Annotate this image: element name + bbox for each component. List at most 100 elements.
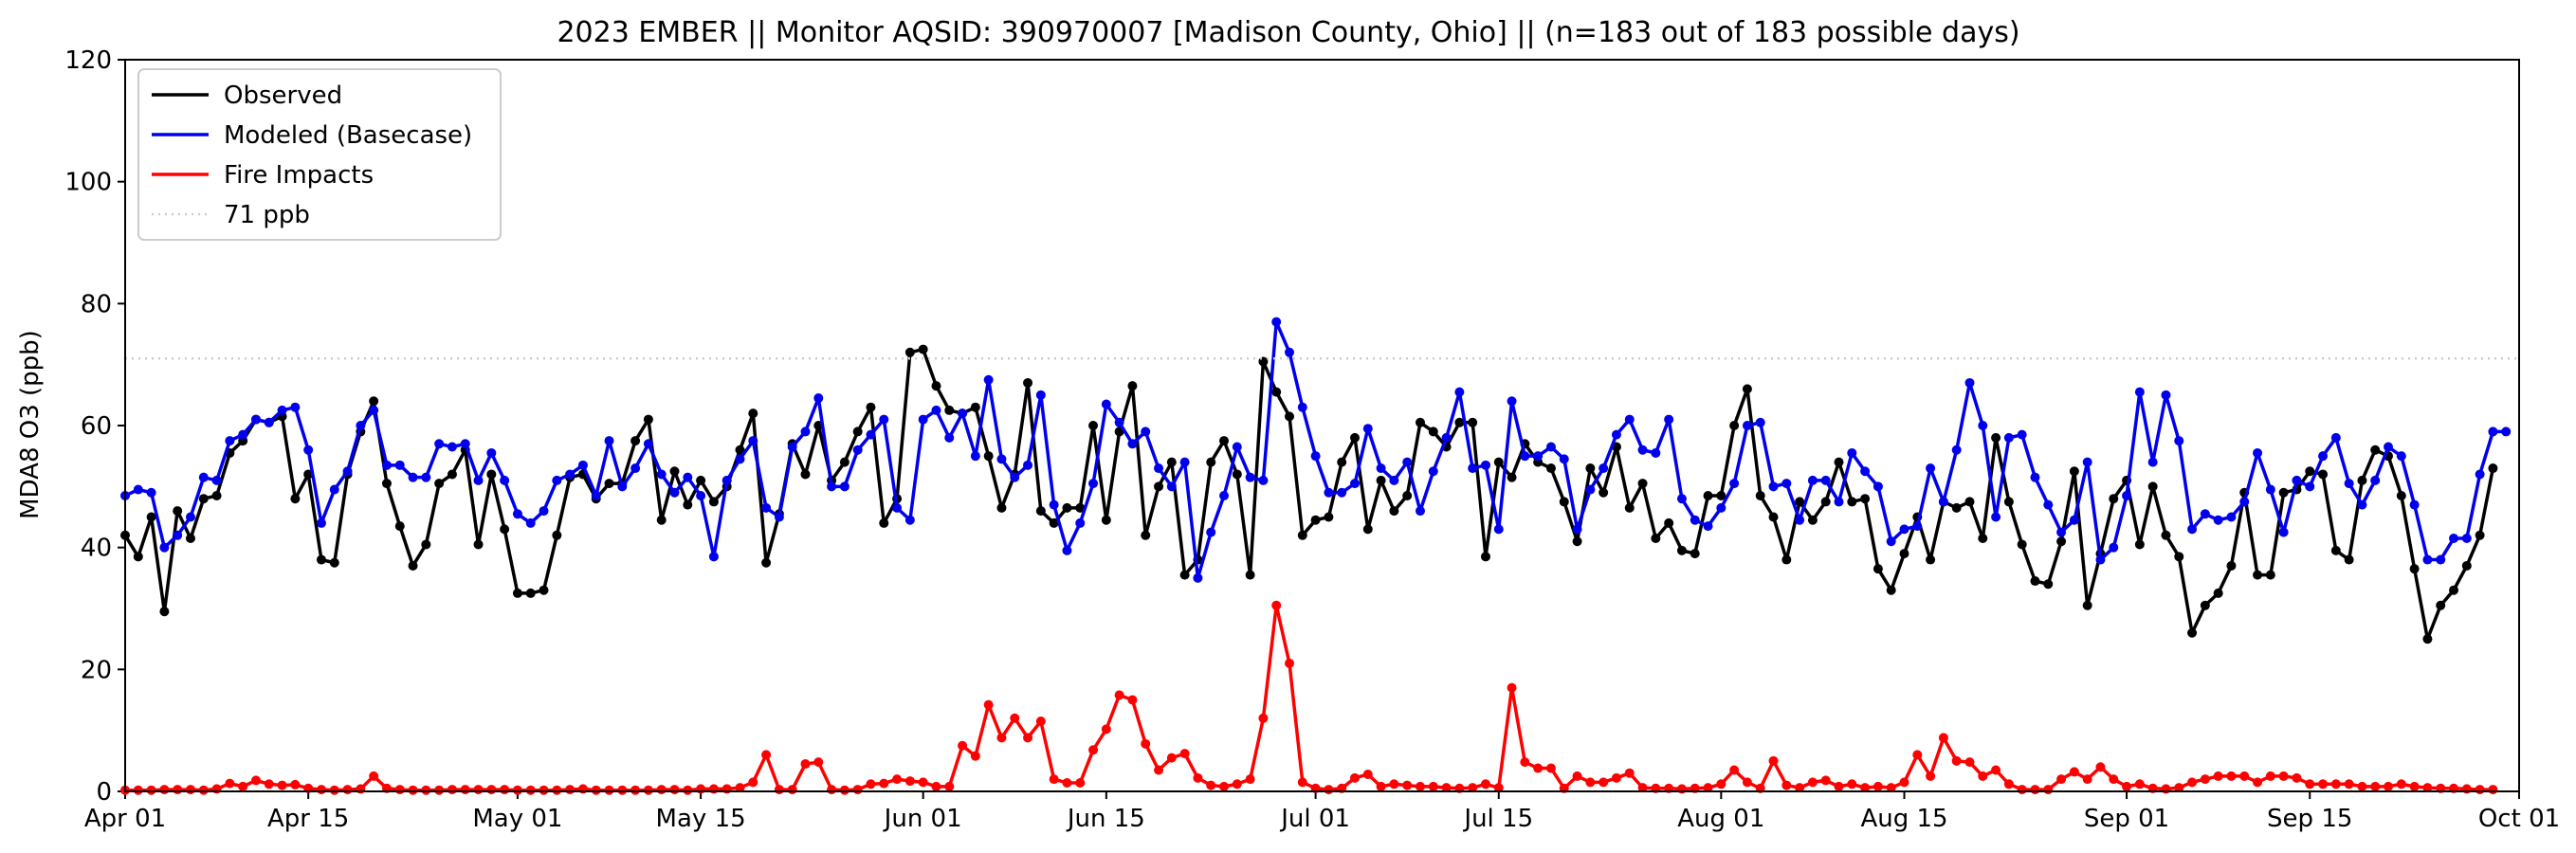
data-point-modeled-basecase	[381, 460, 392, 470]
x-tick-label: Jun 15	[1066, 805, 1145, 833]
data-point-observed	[669, 466, 680, 477]
data-point-modeled-basecase	[1271, 317, 1282, 327]
data-point-fire-impacts	[1415, 781, 1425, 791]
data-point-fire-impacts	[447, 785, 457, 795]
data-point-fire-impacts	[394, 785, 405, 795]
data-point-modeled-basecase	[2318, 451, 2329, 462]
data-point-fire-impacts	[1978, 771, 1988, 781]
data-point-modeled-basecase	[2344, 479, 2354, 489]
data-point-fire-impacts	[1193, 772, 1203, 783]
data-point-fire-impacts	[1219, 781, 1230, 791]
data-point-observed	[552, 530, 562, 540]
data-point-fire-impacts	[2017, 785, 2027, 795]
data-point-fire-impacts	[944, 781, 955, 791]
data-point-observed	[708, 497, 719, 507]
data-point-modeled-basecase	[656, 469, 667, 480]
data-point-fire-impacts	[2003, 779, 2014, 789]
data-point-observed	[1075, 502, 1086, 513]
data-point-modeled-basecase	[1114, 417, 1124, 427]
data-point-modeled-basecase	[1127, 439, 1138, 449]
data-point-fire-impacts	[643, 785, 653, 795]
data-point-modeled-basecase	[1245, 472, 1255, 482]
data-point-fire-impacts	[238, 781, 248, 791]
data-point-modeled-basecase	[1154, 463, 1164, 474]
data-point-fire-impacts	[2030, 785, 2040, 795]
data-point-modeled-basecase	[2200, 509, 2210, 519]
data-point-modeled-basecase	[2109, 542, 2119, 553]
data-point-observed	[2409, 564, 2420, 574]
data-point-modeled-basecase	[2422, 554, 2433, 565]
data-point-observed	[2174, 552, 2184, 562]
data-point-modeled-basecase	[761, 502, 772, 513]
data-point-observed	[2318, 469, 2329, 480]
data-point-modeled-basecase	[264, 417, 274, 427]
data-point-observed	[2370, 445, 2381, 455]
data-point-modeled-basecase	[1324, 487, 1334, 498]
data-point-modeled-basecase	[2461, 534, 2472, 544]
data-point-modeled-basecase	[159, 542, 170, 553]
data-point-observed	[394, 521, 405, 532]
data-point-observed	[539, 585, 549, 595]
data-point-fire-impacts	[473, 785, 484, 795]
data-point-observed	[1088, 421, 1099, 430]
data-point-fire-impacts	[1951, 755, 1962, 766]
data-point-observed	[1285, 411, 1295, 422]
data-point-observed	[1768, 512, 1779, 522]
data-point-fire-impacts	[2330, 779, 2341, 789]
data-point-observed	[696, 475, 706, 485]
data-point-modeled-basecase	[1468, 463, 1478, 474]
chart-title: 2023 EMBER || Monitor AQSID: 390970007 […	[557, 16, 2019, 49]
data-point-fire-impacts	[1926, 771, 1936, 781]
data-point-fire-impacts	[787, 785, 797, 795]
data-point-modeled-basecase	[329, 484, 339, 495]
x-tick-label: Sep 01	[2084, 805, 2169, 833]
data-point-observed	[918, 344, 928, 354]
data-point-fire-impacts	[839, 785, 850, 795]
data-point-fire-impacts	[185, 785, 195, 795]
data-point-modeled-basecase	[2330, 432, 2341, 443]
data-point-fire-impacts	[434, 785, 445, 795]
data-point-fire-impacts	[1127, 695, 1138, 705]
data-point-fire-impacts	[2200, 774, 2210, 785]
data-point-fire-impacts	[1088, 745, 1099, 755]
data-point-modeled-basecase	[800, 426, 811, 437]
data-point-observed	[2226, 560, 2237, 571]
data-point-observed	[1023, 377, 1033, 388]
data-point-modeled-basecase	[748, 436, 758, 446]
data-point-fire-impacts	[1206, 780, 1216, 790]
data-point-fire-impacts	[1324, 785, 1334, 795]
data-point-fire-impacts	[2344, 779, 2354, 789]
data-point-modeled-basecase	[2305, 481, 2315, 492]
data-point-fire-impacts	[800, 759, 811, 770]
data-point-observed	[1035, 506, 1046, 517]
data-point-observed	[1310, 515, 1321, 525]
data-point-fire-impacts	[774, 785, 784, 795]
data-point-modeled-basecase	[1349, 479, 1360, 489]
data-point-fire-impacts	[2056, 774, 2067, 785]
data-point-modeled-basecase	[2501, 426, 2512, 437]
data-point-fire-impacts	[525, 785, 536, 795]
data-point-observed	[1624, 502, 1635, 513]
data-point-fire-impacts	[852, 785, 863, 795]
data-point-observed	[800, 469, 811, 480]
data-point-observed	[2003, 497, 2014, 507]
data-point-observed	[1834, 457, 1844, 467]
data-point-modeled-basecase	[1729, 479, 1740, 489]
data-point-modeled-basecase	[1010, 472, 1020, 482]
data-point-modeled-basecase	[1964, 377, 1975, 388]
data-point-fire-impacts	[2239, 771, 2250, 781]
data-point-observed	[1232, 469, 1242, 480]
data-point-modeled-basecase	[303, 445, 314, 455]
data-point-modeled-basecase	[1337, 487, 1347, 498]
data-point-fire-impacts	[2475, 785, 2485, 795]
data-point-observed	[1637, 479, 1648, 489]
data-point-modeled-basecase	[1088, 479, 1099, 489]
data-point-modeled-basecase	[1362, 424, 1373, 434]
data-point-fire-impacts	[173, 785, 183, 795]
data-point-modeled-basecase	[2174, 436, 2184, 446]
data-point-observed	[2161, 530, 2171, 540]
data-point-fire-impacts	[1572, 771, 1582, 781]
data-point-observed	[1245, 570, 1255, 580]
data-point-modeled-basecase	[1951, 445, 1962, 455]
